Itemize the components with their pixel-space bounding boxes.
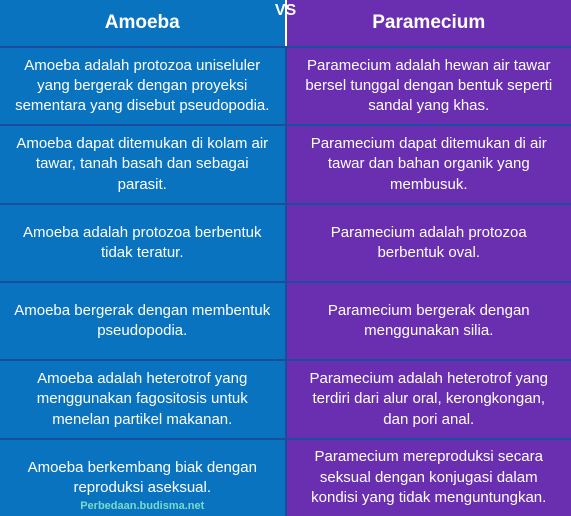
cell-left: Amoeba adalah protozoa uniseluler yang b… [0,48,287,124]
comparison-table: Amoeba VS Paramecium Amoeba adalah proto… [0,0,571,516]
cell-left: Amoeba berkembang biak dengan reproduksi… [0,440,287,516]
cell-left: Amoeba bergerak dengan membentuk pseudop… [0,283,287,359]
header-right: Paramecium [287,0,571,46]
table-row: Amoeba dapat ditemukan di kolam air tawa… [0,124,571,202]
header-row: Amoeba VS Paramecium [0,0,571,46]
table-row: Amoeba berkembang biak dengan reproduksi… [0,438,571,516]
cell-right: Paramecium mereproduksi secara seksual d… [287,440,571,516]
watermark: Perbedaan.budisma.net [80,499,204,514]
cell-right: Paramecium adalah hewan air tawar bersel… [287,48,571,124]
table-row: Amoeba bergerak dengan membentuk pseudop… [0,281,571,359]
table-row: Amoeba adalah protozoa berbentuk tidak t… [0,203,571,281]
cell-right: Paramecium dapat ditemukan di air tawar … [287,126,571,202]
table-row: Amoeba adalah protozoa uniseluler yang b… [0,46,571,124]
cell-right: Paramecium adalah heterotrof yang terdir… [287,361,571,437]
cell-right: Paramecium bergerak dengan menggunakan s… [287,283,571,359]
cell-right: Paramecium adalah protozoa berbentuk ova… [287,205,571,281]
table-row: Amoeba adalah heterotrof yang menggunaka… [0,359,571,437]
vs-badge: VS [275,2,296,20]
header-left: Amoeba [0,0,287,46]
cell-left: Amoeba adalah protozoa berbentuk tidak t… [0,205,287,281]
cell-left: Amoeba adalah heterotrof yang menggunaka… [0,361,287,437]
cell-left: Amoeba dapat ditemukan di kolam air tawa… [0,126,287,202]
